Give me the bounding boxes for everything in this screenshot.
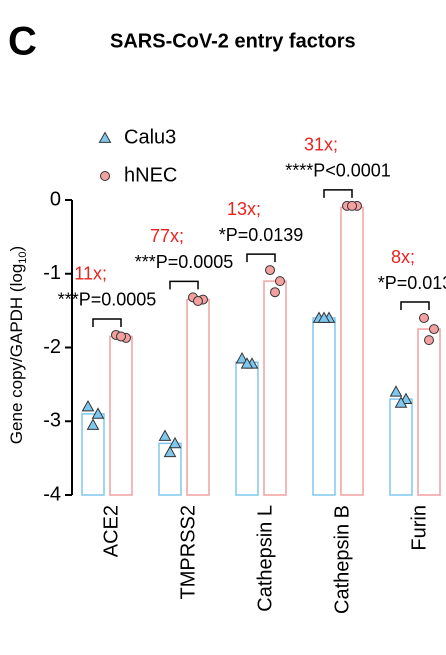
x-tick-label: Cathepsin L	[254, 505, 276, 612]
bar	[186, 298, 210, 496]
data-point	[317, 311, 331, 323]
data-point	[116, 331, 126, 342]
bar	[312, 317, 336, 496]
data-point	[429, 324, 439, 335]
fold-change: 11x;	[74, 264, 107, 284]
x-tick-label: ACE2	[100, 505, 122, 557]
bar	[81, 413, 105, 496]
data-point	[275, 276, 285, 287]
data-point	[91, 407, 105, 419]
legend-marker	[98, 131, 112, 143]
y-tick-label: -2	[43, 336, 61, 358]
legend-label: hNEC	[124, 164, 177, 186]
data-point	[419, 313, 429, 323]
data-point	[389, 385, 403, 397]
fold-change: 13x;	[227, 199, 261, 219]
data-point	[163, 445, 177, 458]
significance-bracket	[169, 280, 199, 290]
data-point	[235, 352, 249, 364]
p-value: *P=0.013	[378, 273, 446, 293]
legend-marker	[100, 171, 110, 181]
y-label-end: )	[7, 246, 26, 252]
bar	[417, 328, 441, 496]
p-value: ****P<0.0001	[285, 161, 391, 181]
y-tick-label: -3	[43, 410, 61, 432]
chart-title: SARS-CoV-2 entry factors	[110, 30, 356, 52]
y-label-main: Gene copy/GAPDH (log	[7, 264, 26, 444]
bar	[263, 280, 287, 496]
p-value: *P=0.0139	[219, 225, 304, 245]
data-point	[158, 429, 172, 441]
data-point	[265, 265, 275, 276]
fold-change: 77x;	[150, 226, 184, 246]
y-tick-label: -4	[43, 483, 61, 505]
data-point	[86, 418, 100, 430]
significance-bracket	[400, 301, 430, 310]
data-point	[240, 357, 254, 369]
significance-bracket	[92, 318, 122, 327]
p-value: ***P=0.0005	[135, 252, 234, 272]
data-point	[193, 296, 203, 307]
bar	[158, 442, 182, 496]
fold-change: 31x;	[304, 135, 338, 155]
significance-bracket	[246, 253, 276, 263]
y-tick-label: -1	[43, 262, 61, 284]
data-point	[424, 335, 434, 346]
data-point	[394, 396, 408, 408]
x-tick-label: TMPRSS2	[177, 505, 199, 599]
p-value: ***P=0.0005	[58, 290, 157, 310]
data-point	[347, 200, 357, 211]
data-point	[270, 287, 280, 298]
data-point	[168, 436, 182, 449]
significance-bracket	[323, 189, 353, 198]
y-label-sub: 10	[17, 251, 29, 263]
y-tick-label: 0	[50, 188, 61, 210]
y-axis-label: Gene copy/GAPDH (log10)	[7, 246, 28, 444]
legend-label: Calu3	[124, 126, 176, 148]
panel-letter: C	[8, 20, 37, 64]
bar	[389, 398, 413, 496]
data-point	[81, 399, 95, 412]
bar	[109, 335, 133, 496]
x-tick-label: Furin	[408, 505, 430, 551]
bar	[235, 361, 259, 496]
fold-change: 8x;	[391, 247, 415, 267]
x-tick-label: Cathepsin B	[331, 505, 353, 614]
bar	[340, 206, 364, 496]
